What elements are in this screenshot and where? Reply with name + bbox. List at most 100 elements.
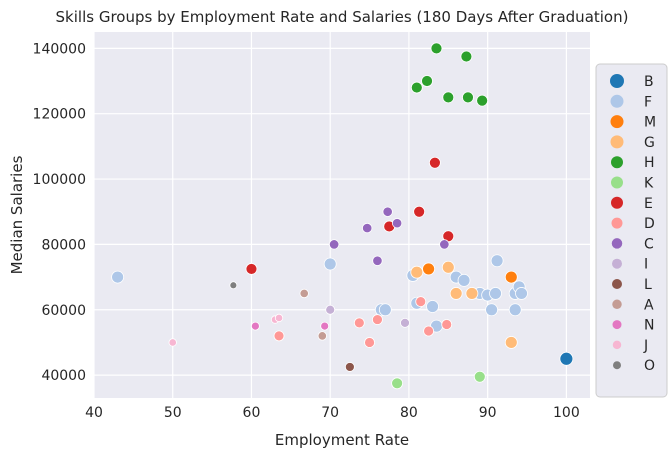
point-I — [325, 304, 336, 315]
point-E — [245, 263, 258, 275]
y-tick-label: 140000 — [33, 41, 86, 57]
point-C — [372, 255, 383, 266]
point-G — [504, 336, 518, 349]
point-M — [504, 270, 518, 284]
y-tick-label: 60000 — [41, 303, 86, 319]
point-F — [378, 303, 392, 317]
x-axis-label: Employment Rate — [275, 431, 409, 449]
legend-marker-D — [611, 217, 623, 229]
legend-box — [595, 63, 668, 398]
point-E — [429, 156, 441, 169]
point-G — [441, 260, 455, 274]
point-O — [229, 281, 238, 290]
point-H — [421, 75, 433, 87]
point-G — [449, 287, 463, 300]
legend-label-F: F — [644, 94, 652, 110]
point-F — [490, 254, 504, 268]
x-tick-label: 70 — [321, 405, 339, 421]
point-F — [111, 270, 125, 284]
point-F — [426, 300, 439, 313]
point-D — [353, 317, 365, 329]
point-K — [473, 370, 486, 383]
legend-marker-I — [612, 258, 622, 269]
x-tick-label: 40 — [85, 405, 103, 421]
legend-label-L: L — [644, 277, 652, 293]
legend-marker-E — [611, 196, 623, 209]
point-H — [442, 91, 455, 104]
point-D — [415, 296, 427, 307]
legend-marker-K — [611, 176, 623, 189]
y-tick-label: 100000 — [33, 172, 86, 188]
point-L — [344, 362, 355, 372]
point-C — [362, 222, 373, 234]
legend-marker-J — [612, 340, 622, 350]
point-A — [317, 331, 327, 341]
legend-marker-B — [610, 74, 624, 88]
legend-label-N: N — [644, 318, 654, 334]
x-tick-label: 60 — [243, 405, 261, 421]
legend-marker-F — [610, 94, 624, 108]
point-C — [382, 206, 393, 217]
point-B — [559, 351, 574, 366]
legend-marker-L — [612, 279, 622, 289]
point-H — [460, 50, 473, 63]
legend-marker-G — [610, 135, 624, 149]
legend-label-G: G — [644, 135, 655, 151]
y-tick-label: 120000 — [33, 107, 86, 123]
x-tick-label: 50 — [164, 405, 182, 421]
point-H — [430, 42, 443, 55]
legend-label-H: H — [644, 155, 655, 171]
legend-label-E: E — [644, 196, 653, 212]
point-F — [508, 303, 522, 317]
point-N — [320, 321, 330, 331]
grid — [93, 32, 590, 398]
point-J — [168, 338, 177, 347]
point-I — [400, 317, 410, 328]
legend-label-D: D — [644, 216, 655, 232]
legend-label-K: K — [644, 176, 654, 192]
ticks: 40 50 60 70 80 90 100 40000 60000 80000 100000 1200… — [33, 41, 580, 421]
point-F — [485, 303, 498, 317]
legend-label-O: O — [644, 358, 655, 374]
point-C — [439, 239, 450, 250]
point-H — [462, 91, 474, 104]
point-E — [413, 205, 426, 218]
y-tick-label: 40000 — [41, 368, 86, 384]
data-points — [111, 42, 574, 390]
legend-marker-O — [613, 361, 621, 370]
point-H — [476, 94, 489, 107]
legend-label-I: I — [644, 257, 648, 273]
legend-label-C: C — [644, 236, 654, 252]
point-G — [465, 287, 479, 300]
legend-marker-H — [611, 156, 623, 169]
point-C — [391, 218, 403, 229]
point-J — [274, 313, 284, 323]
point-A — [299, 288, 309, 299]
legend-label-A: A — [644, 297, 654, 313]
point-D — [372, 314, 383, 325]
legend-marker-M — [610, 115, 624, 129]
point-D — [423, 325, 435, 337]
point-F — [489, 287, 502, 300]
legend-label-J: J — [643, 338, 648, 354]
legend-marker-C — [611, 238, 623, 249]
legend-label-B: B — [644, 74, 654, 90]
point-H — [410, 81, 423, 94]
x-tick-label: 80 — [400, 405, 418, 421]
point-F — [457, 273, 471, 287]
point-G — [410, 265, 424, 279]
point-K — [391, 377, 404, 390]
point-D — [364, 337, 375, 348]
chart-title: Skills Groups by Employment Rate and Sal… — [56, 8, 629, 26]
x-tick-label: 100 — [553, 405, 580, 421]
y-tick-label: 80000 — [41, 237, 86, 253]
y-axis-label: Median Salaries — [8, 155, 26, 274]
point-C — [328, 239, 340, 250]
point-N — [250, 321, 260, 331]
point-D — [441, 319, 453, 330]
legend-label-M: M — [644, 115, 656, 131]
legend-marker-A — [612, 299, 622, 310]
plot-area — [94, 32, 590, 398]
point-D — [273, 330, 285, 342]
